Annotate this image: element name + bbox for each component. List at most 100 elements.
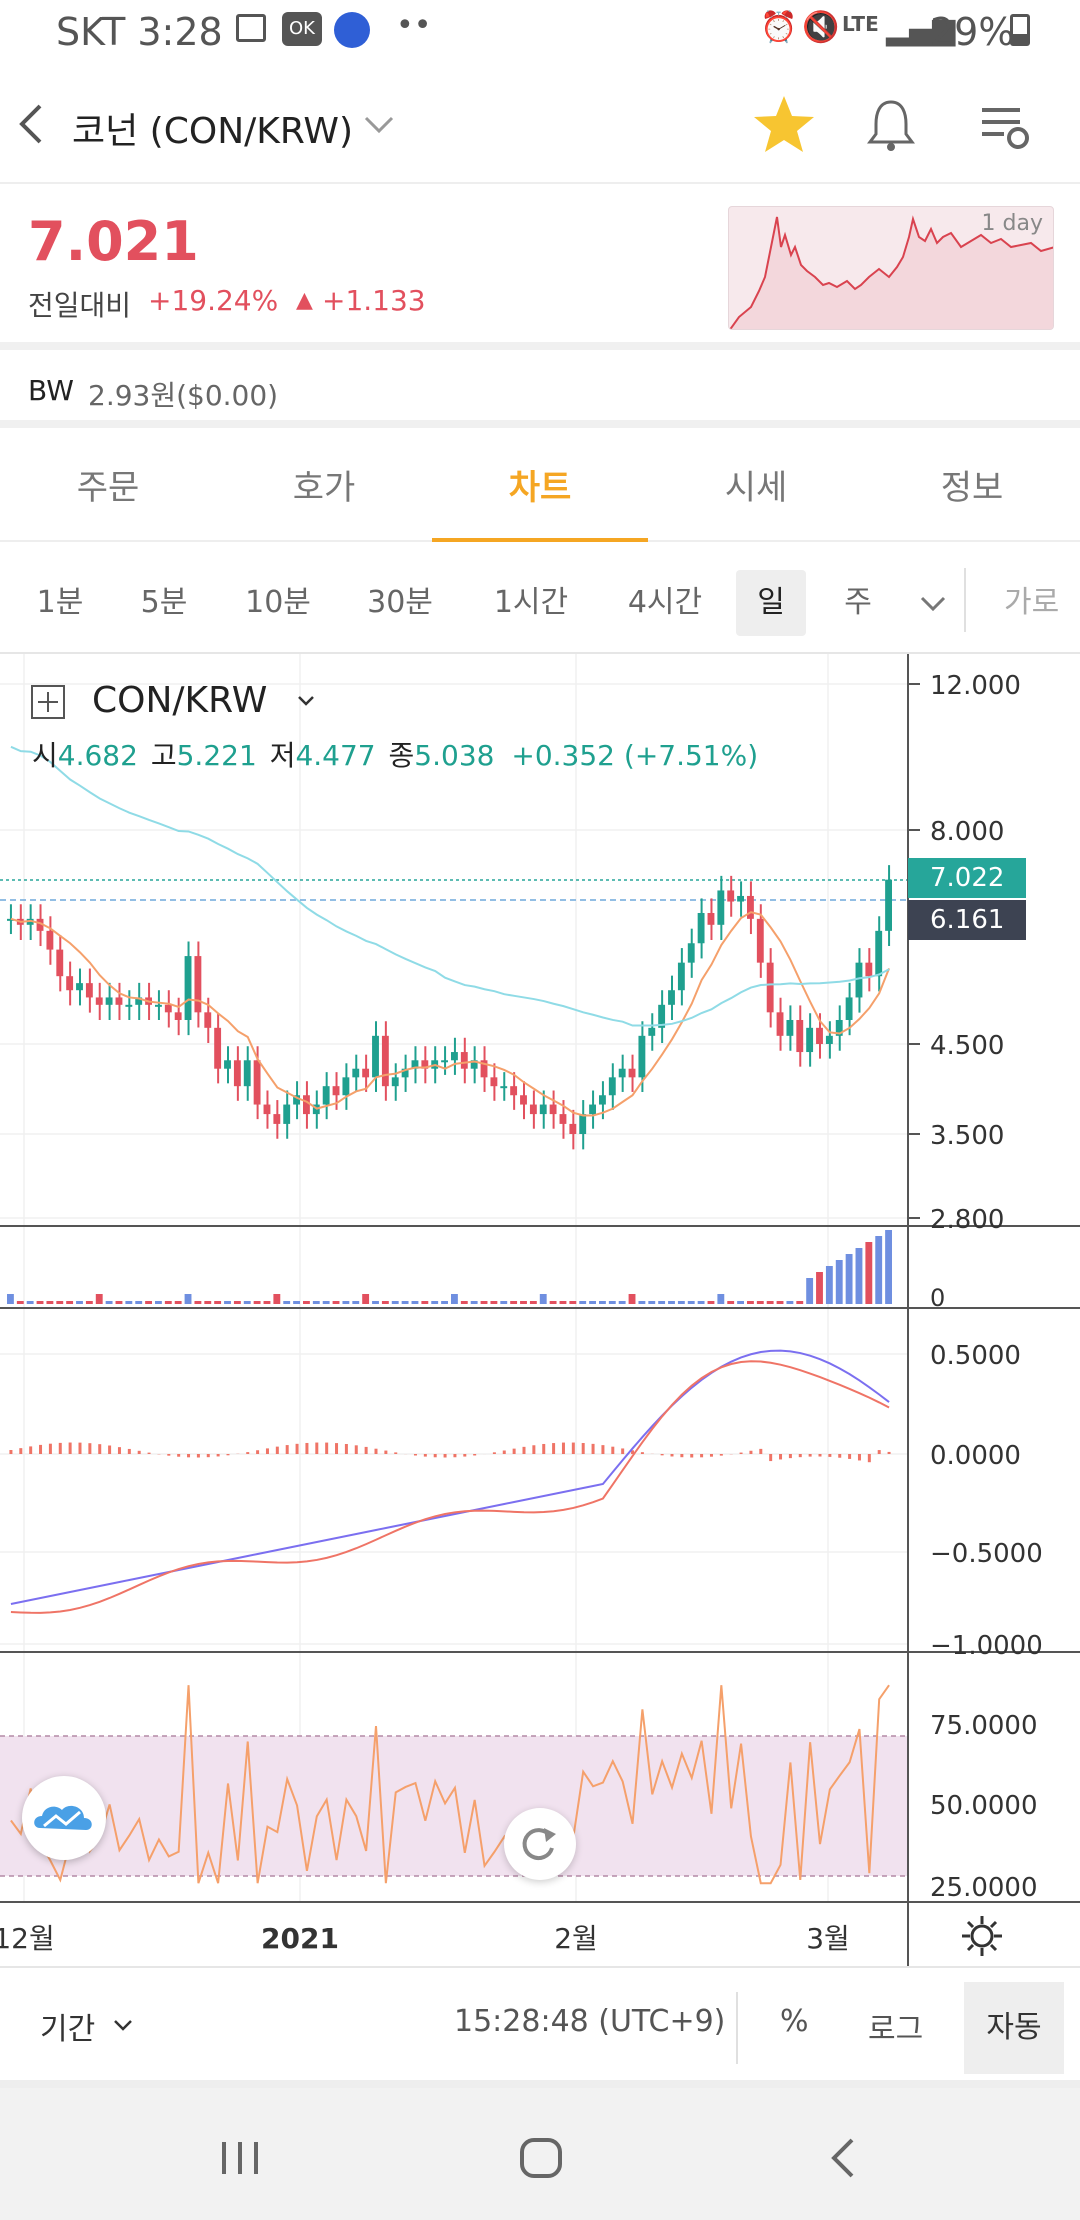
- chart-settings-gear-icon[interactable]: [960, 1914, 1004, 1958]
- volume-bar: [470, 1301, 478, 1304]
- volume-bar: [549, 1301, 557, 1304]
- volume-bar: [85, 1301, 93, 1304]
- interval-day[interactable]: 일: [736, 570, 806, 636]
- volume-bar: [381, 1301, 389, 1304]
- tab-info[interactable]: 정보: [940, 468, 1004, 508]
- drawing-tools-button[interactable]: [22, 1776, 106, 1860]
- volume-bar: [677, 1301, 685, 1304]
- volume-bar: [510, 1301, 518, 1304]
- candle: [579, 1114, 587, 1134]
- auto-scale-toggle[interactable]: 자동: [964, 1982, 1064, 2074]
- rsi-band: [0, 1736, 908, 1876]
- volume-bar: [36, 1301, 44, 1304]
- candle: [322, 1086, 330, 1105]
- tab-order[interactable]: 주문: [76, 468, 140, 508]
- chart-symbol[interactable]: CON/KRW: [92, 680, 268, 721]
- star-icon[interactable]: [752, 94, 816, 154]
- ok-app-icon: OK: [282, 12, 322, 46]
- tab-chart[interactable]: 차트: [432, 436, 648, 542]
- volume-bar: [589, 1301, 596, 1304]
- interval-week[interactable]: 주: [844, 585, 872, 620]
- tab-market[interactable]: 시세: [724, 468, 788, 508]
- candle: [460, 1052, 468, 1069]
- tab-orderbook[interactable]: 호가: [292, 468, 356, 508]
- landscape-toggle[interactable]: 가로: [1004, 585, 1060, 620]
- volume-bar: [243, 1301, 251, 1304]
- candle: [342, 1077, 350, 1096]
- price-summary: 7.021 전일대비 +19.24% ▲ +1.133 1 day: [0, 184, 1080, 350]
- percent-scale-toggle[interactable]: %: [780, 2004, 809, 2039]
- chart-area[interactable]: 12.000 8.000 4.500 3.500 2.800 12월 2021 2월 3월 0 0.…: [0, 654, 1080, 1966]
- volume-bar: [184, 1294, 192, 1304]
- back-nav-icon[interactable]: [828, 2136, 858, 2180]
- volume-bar: [490, 1301, 498, 1304]
- volume-bar: [460, 1301, 468, 1304]
- x-axis-label: 3월: [806, 1922, 850, 1955]
- candle: [816, 1027, 823, 1044]
- chart-bottom-bar: 기간 15:28:48 (UTC+9) % 로그 자동: [0, 1966, 1080, 2088]
- period-button[interactable]: 기간: [40, 2012, 96, 2047]
- candle: [184, 956, 192, 1020]
- chevron-down-icon[interactable]: [362, 114, 396, 138]
- rsi-tick-label: 25.0000: [930, 1873, 1038, 1903]
- reset-chart-button[interactable]: [504, 1808, 576, 1880]
- candle: [204, 1012, 212, 1028]
- interval-30m[interactable]: 30분: [367, 585, 433, 620]
- symbol-chevron-icon[interactable]: [296, 694, 316, 710]
- rsi-tick-label: 50.0000: [930, 1791, 1038, 1821]
- period-chevron-icon[interactable]: [112, 2018, 134, 2034]
- candle: [747, 895, 754, 919]
- interval-1m[interactable]: 1분: [36, 585, 84, 620]
- high-label: 고: [150, 739, 177, 772]
- interval-4h[interactable]: 4시간: [627, 585, 703, 620]
- interval-1h[interactable]: 1시간: [493, 585, 569, 620]
- candle: [243, 1060, 251, 1087]
- bell-icon[interactable]: [866, 98, 916, 152]
- interval-10m[interactable]: 10분: [245, 585, 311, 620]
- candle: [105, 997, 113, 1005]
- candle: [362, 1068, 370, 1078]
- candle: [332, 1086, 340, 1096]
- volume-bar: [816, 1272, 823, 1304]
- price-tick-label: 8.000: [930, 817, 1004, 847]
- tab-bar: 주문 호가 차트 시세 정보: [0, 436, 1080, 542]
- candle: [500, 1086, 508, 1089]
- candle: [164, 1004, 172, 1013]
- candle: [76, 983, 83, 991]
- recent-apps-icon[interactable]: [218, 2138, 262, 2178]
- interval-5m[interactable]: 5분: [140, 585, 188, 620]
- mini-chart-period: 1 day: [981, 211, 1043, 236]
- macd-tick-label: −0.5000: [930, 1539, 1043, 1569]
- volume-bar: [233, 1301, 241, 1304]
- x-axis-label: 2월: [554, 1922, 598, 1955]
- back-icon[interactable]: [14, 100, 48, 148]
- last-price-tag: 7.022: [908, 858, 1026, 898]
- volume-bar: [875, 1236, 883, 1304]
- volume-bar: [322, 1301, 330, 1304]
- candle: [599, 1095, 606, 1105]
- price-chart-canvas[interactable]: 12.000 8.000 4.500 3.500 2.800 12월 2021 2월 3월 0 0.…: [0, 654, 1080, 1966]
- divider: [964, 568, 966, 632]
- volume-bar: [747, 1301, 754, 1304]
- volume-bar: [273, 1294, 281, 1304]
- change-amount: +1.133: [322, 284, 426, 317]
- volume-tick-label: 0: [930, 1284, 945, 1312]
- volume-bar: [214, 1301, 222, 1304]
- candle: [727, 890, 735, 902]
- volume-bar: [115, 1301, 123, 1304]
- candle: [865, 962, 873, 977]
- add-indicator-icon[interactable]: [30, 684, 66, 720]
- coin-title[interactable]: 코넌 (CON/KRW): [72, 111, 354, 152]
- home-icon[interactable]: [518, 2136, 564, 2180]
- candle: [224, 1060, 231, 1069]
- log-scale-toggle[interactable]: 로그: [868, 2012, 924, 2047]
- candle: [490, 1077, 498, 1087]
- settings-list-icon[interactable]: [980, 104, 1030, 150]
- candle: [796, 1019, 804, 1053]
- candle: [263, 1104, 271, 1115]
- volume-bar: [194, 1301, 202, 1304]
- mini-price-chart[interactable]: 1 day: [728, 206, 1054, 330]
- interval-more-chevron-icon[interactable]: [918, 594, 948, 614]
- volume-bar: [628, 1294, 636, 1304]
- candle: [283, 1104, 291, 1124]
